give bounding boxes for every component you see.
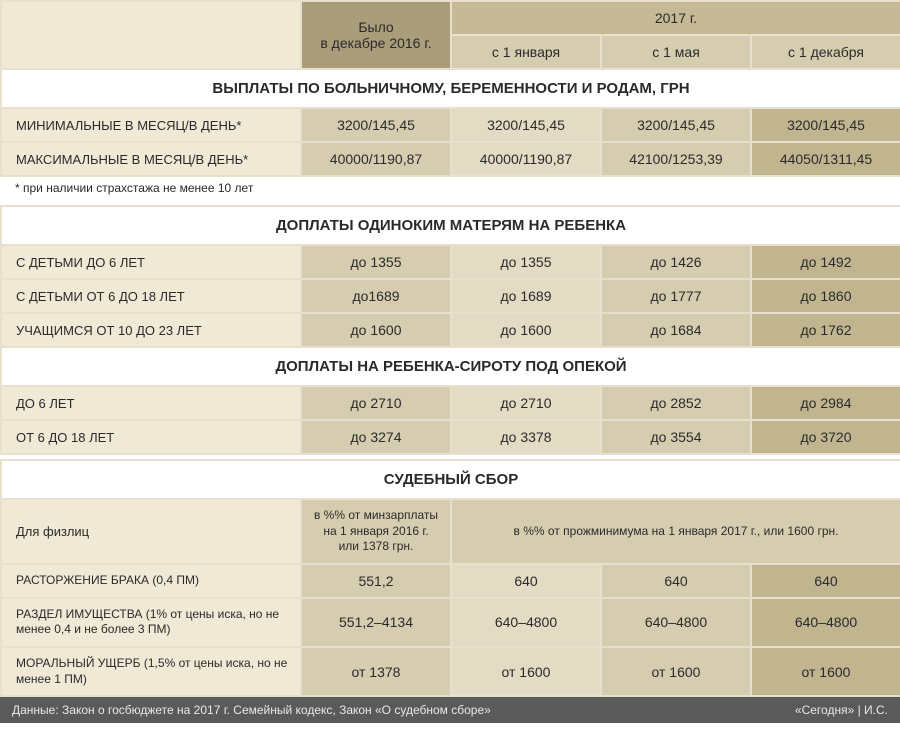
- header-col-2016: Было в декабре 2016 г.: [301, 1, 451, 69]
- table-row: МАКСИМАЛЬНЫЕ В МЕСЯЦ/В ДЕНЬ* 40000/1190,…: [1, 142, 900, 176]
- sec4-subhead-col1: в %% от минзарплаты на 1 января 2016 г. …: [301, 499, 451, 564]
- header-col-jan: с 1 января: [451, 35, 601, 69]
- table-row: МОРАЛЬНЫЙ УЩЕРБ (1,5% от цены иска, но н…: [1, 647, 900, 696]
- section-title-4: СУДЕБНЫЙ СБОР: [1, 460, 900, 499]
- section-title-2: ДОПЛАТЫ ОДИНОКИМ МАТЕРЯМ НА РЕБЕНКА: [1, 206, 900, 245]
- table-row: С ДЕТЬМИ ОТ 6 ДО 18 ЛЕТ до1689 до 1689 д…: [1, 279, 900, 313]
- section-title-1: ВЫПЛАТЫ ПО БОЛЬНИЧНОМУ, БЕРЕМЕННОСТИ И Р…: [1, 69, 900, 108]
- section-title-3: ДОПЛАТЫ НА РЕБЕНКА-СИРОТУ ПОД ОПЕКОЙ: [1, 347, 900, 386]
- table-row: МИНИМАЛЬНЫЕ В МЕСЯЦ/В ДЕНЬ* 3200/145,45 …: [1, 108, 900, 142]
- table-row: РАСТОРЖЕНИЕ БРАКА (0,4 ПМ) 551,2 640 640…: [1, 564, 900, 598]
- payments-table: Было в декабре 2016 г. 2017 г. с 1 январ…: [0, 0, 900, 697]
- footer-source: Данные: Закон о госбюджете на 2017 г. Се…: [12, 703, 491, 717]
- section-1-note: * при наличии страхстажа не менее 10 лет: [1, 176, 900, 206]
- sec4-subhead-colspan: в %% от прожминимума на 1 января 2017 г.…: [451, 499, 900, 564]
- footer: Данные: Закон о госбюджете на 2017 г. Се…: [0, 697, 900, 723]
- table-row: РАЗДЕЛ ИМУЩЕСТВА (1% от цены иска, но не…: [1, 598, 900, 647]
- header-empty: [1, 1, 301, 69]
- table-row: ДО 6 ЛЕТ до 2710 до 2710 до 2852 до 2984: [1, 386, 900, 420]
- table-row: С ДЕТЬМИ ДО 6 ЛЕТ до 1355 до 1355 до 142…: [1, 245, 900, 279]
- header-row-1: Было в декабре 2016 г. 2017 г.: [1, 1, 900, 35]
- sec4-subheader: Для физлиц в %% от минзарплаты на 1 янва…: [1, 499, 900, 564]
- table-row: ОТ 6 ДО 18 ЛЕТ до 3274 до 3378 до 3554 д…: [1, 420, 900, 454]
- header-col-2017: 2017 г.: [451, 1, 900, 35]
- table-row: УЧАЩИМСЯ ОТ 10 ДО 23 ЛЕТ до 1600 до 1600…: [1, 313, 900, 347]
- header-col-dec: с 1 декабря: [751, 35, 900, 69]
- header-col-may: с 1 мая: [601, 35, 751, 69]
- footer-credit: «Сегодня» | И.С.: [795, 703, 888, 717]
